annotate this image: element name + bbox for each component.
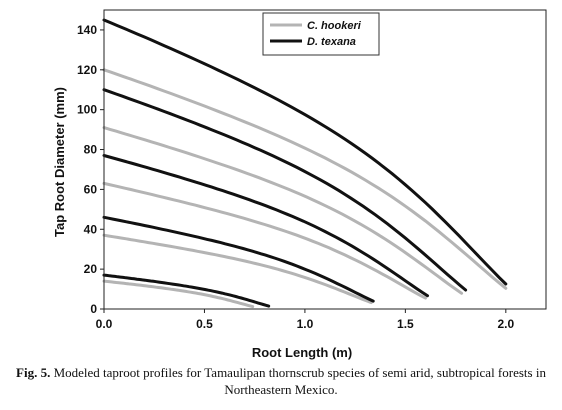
series-line-d-texana-5 [102,18,508,286]
x-tick-label: 1.5 [397,317,414,331]
series-line-d-texana-2 [102,215,375,303]
plot-area [102,18,508,309]
x-tick-label: 0.0 [96,317,113,331]
series-line-d-texana-1 [102,273,271,308]
y-tick-label: 60 [84,182,98,196]
legend-label: D. texana [307,36,356,48]
figure-caption: Fig. 5. Modeled taproot profiles for Tam… [14,364,548,398]
series-line-c-hookeri-4 [102,126,464,295]
y-tick-label: 120 [77,63,97,77]
x-axis-label: Root Length (m) [252,345,352,360]
series-line-c-hookeri-5 [102,68,508,290]
y-tick-label: 20 [84,262,98,276]
y-axis-label: Tap Root Diameter (mm) [52,87,67,237]
legend: C. hookeri D. texana [262,12,380,56]
axes: 0.0 0.5 1.0 1.5 2.0 0 20 40 60 80 100 120 140 [77,9,547,331]
series-line-d-texana-4 [102,88,468,292]
y-tick-label: 100 [77,103,97,117]
chart: 0.0 0.5 1.0 1.5 2.0 0 20 40 60 80 100 120 140 C. hoo… [52,9,547,360]
x-tick-label: 1.0 [297,317,314,331]
series-line-d-texana-3 [102,154,429,298]
legend-label: C. hookeri [307,20,362,32]
y-tick-label: 80 [84,143,98,157]
x-tick-label: 2.0 [497,317,514,331]
x-tick-label: 0.5 [196,317,213,331]
caption-text: Modeled taproot profiles for Tamaulipan … [50,365,546,397]
series-line-c-hookeri-1 [102,279,255,309]
series-line-c-hookeri-2 [102,233,373,305]
plot-frame [103,9,547,310]
series-line-c-hookeri-3 [102,181,427,300]
y-tick-label: 140 [77,23,97,37]
y-tick-label: 40 [84,222,98,236]
y-tick-label: 0 [90,302,97,316]
legend-box [262,12,380,56]
caption-label: Fig. 5. [16,365,51,380]
